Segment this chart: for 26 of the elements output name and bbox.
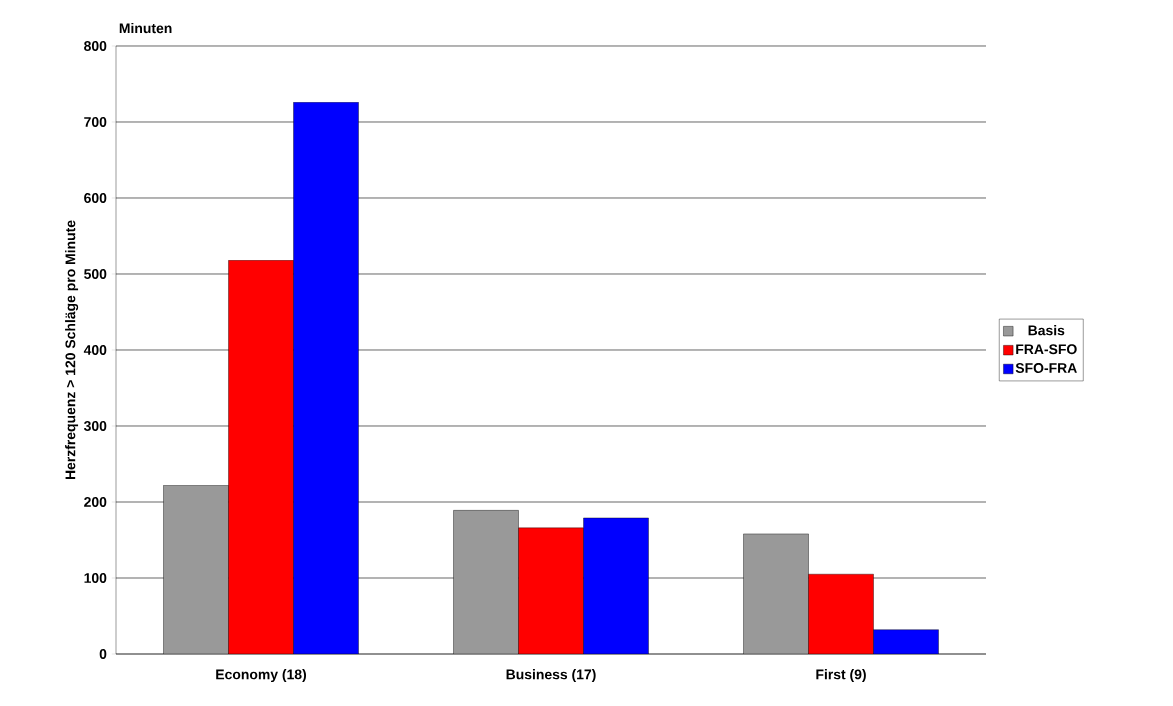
y-tick-label: 100	[84, 573, 107, 583]
legend-label: SFO-FRA	[1015, 363, 1077, 373]
chart-title: Minuten	[119, 22, 172, 34]
bar	[743, 533, 809, 654]
bar	[808, 574, 874, 654]
bar	[583, 517, 649, 654]
bar	[228, 260, 294, 654]
y-tick-label: 600	[84, 193, 107, 203]
legend-label: FRA-SFO	[1016, 344, 1077, 355]
y-tick-label: 700	[84, 117, 107, 127]
bar	[293, 102, 359, 654]
x-tick-label: First (9)	[816, 669, 866, 683]
y-axis-title: Herzfrequenz > 120 Schläge pro Minute	[65, 220, 79, 480]
bar	[163, 485, 229, 654]
bar	[518, 527, 584, 654]
y-tick-label: 500	[84, 269, 107, 279]
x-tick-label: Business (17)	[506, 669, 596, 683]
bar	[873, 629, 939, 654]
y-tick-label: 400	[83, 345, 107, 355]
y-tick-label: 200	[84, 497, 107, 507]
bar	[453, 510, 519, 654]
y-tick-label: 0	[99, 649, 107, 659]
y-tick-label: 800	[84, 41, 107, 51]
legend-label: Basis	[1028, 325, 1065, 336]
x-tick-label: Economy (18)	[216, 669, 307, 683]
y-tick-label: 300	[83, 421, 107, 431]
